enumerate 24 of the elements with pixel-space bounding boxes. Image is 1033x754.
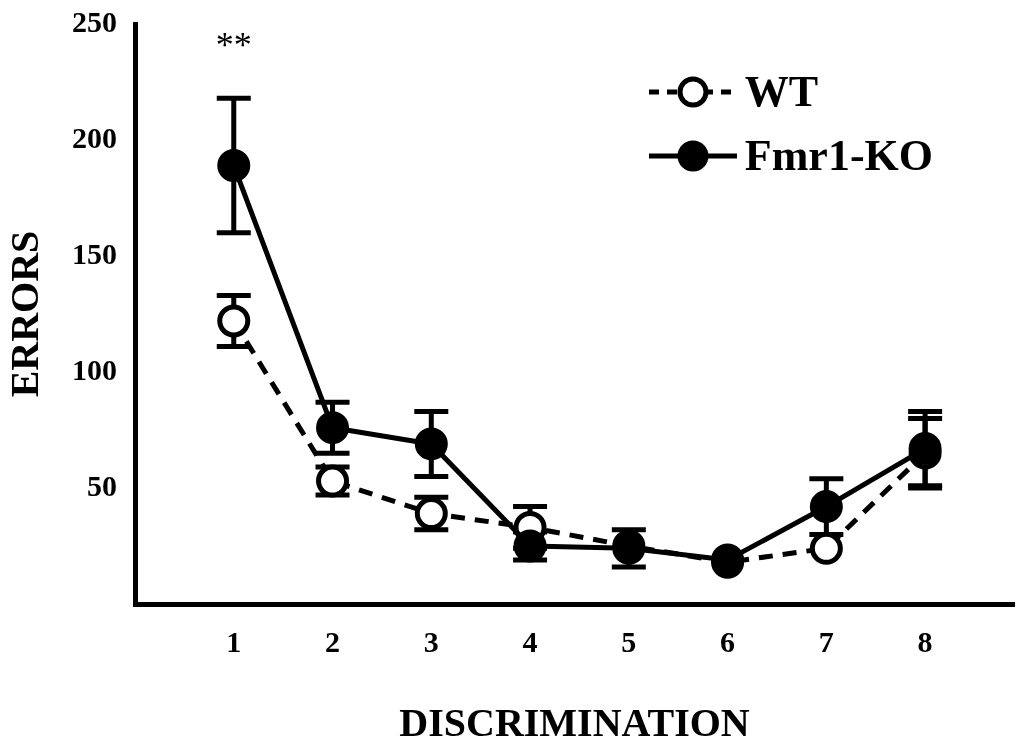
y-tick-label: 200 — [72, 120, 117, 154]
x-tick-label: 2 — [325, 624, 341, 658]
legend-label: WT — [744, 66, 819, 118]
x-tick-label: 4 — [522, 624, 538, 658]
point — [217, 304, 251, 338]
y-tick-label: 250 — [72, 4, 117, 38]
x-tick-label: 1 — [226, 624, 242, 658]
x-tick-label: 7 — [818, 624, 834, 658]
x-axis-title: DISCRIMINATION — [399, 700, 750, 746]
y-tick-label: 100 — [72, 352, 117, 386]
y-axis-title: ERRORS — [2, 230, 48, 398]
point — [316, 411, 350, 445]
annotation: ** — [215, 25, 252, 66]
point — [908, 432, 942, 466]
x-tick-label: 8 — [917, 624, 933, 658]
x-tick-label: 6 — [720, 624, 736, 658]
x-tick-label: 3 — [423, 624, 439, 658]
x-tick-label: 5 — [621, 624, 637, 658]
y-tick-label: 50 — [87, 468, 117, 502]
point — [217, 149, 251, 183]
point — [414, 427, 448, 461]
y-tick-label: 150 — [72, 236, 117, 270]
point — [809, 490, 843, 524]
legend-label: Fmr1-KO — [744, 130, 933, 182]
